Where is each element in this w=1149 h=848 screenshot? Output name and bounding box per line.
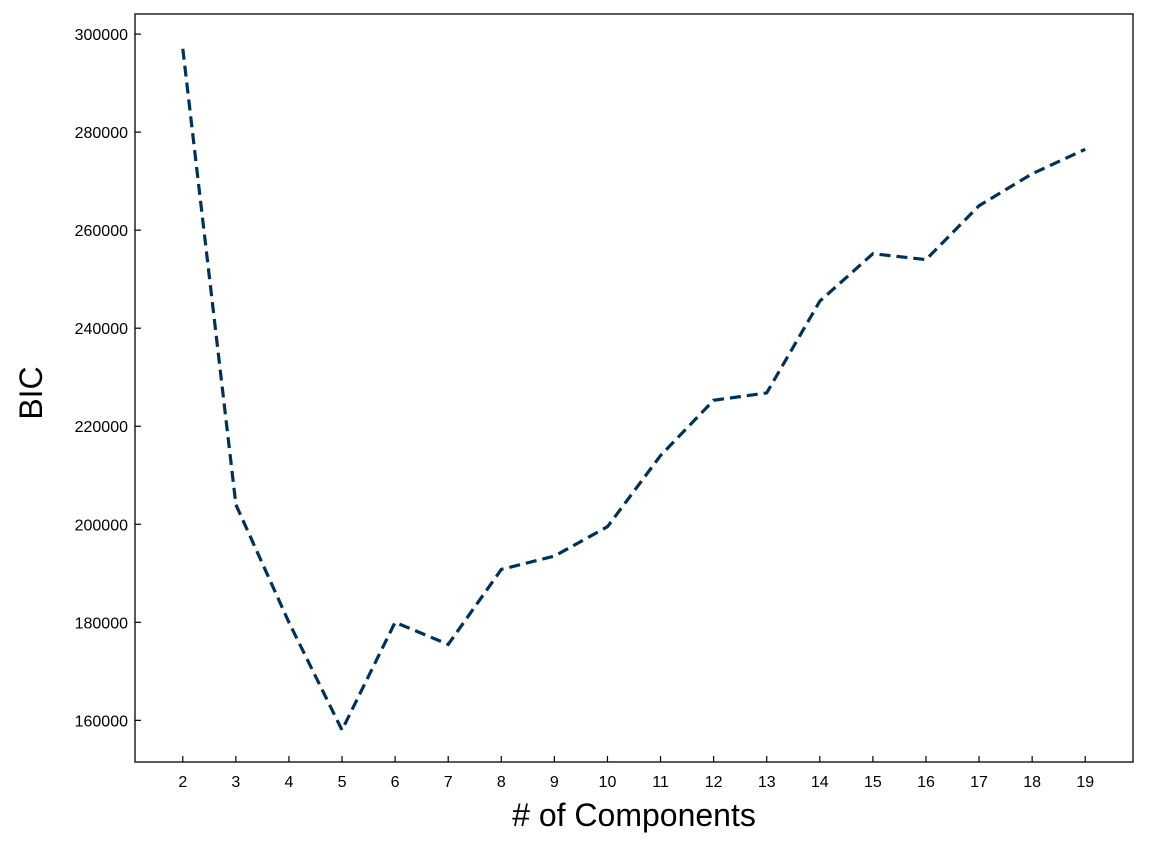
x-tick-label: 11 <box>652 774 669 791</box>
x-tick-label: 7 <box>444 774 453 791</box>
x-tick-label: 3 <box>231 774 240 791</box>
x-tick-label: 15 <box>864 774 882 791</box>
plot-frame <box>134 13 1134 763</box>
x-tick-label: 2 <box>178 774 187 791</box>
x-tick-label: 10 <box>599 774 617 791</box>
x-tick-label: 19 <box>1076 774 1094 791</box>
y-tick-label: 160000 <box>75 713 128 730</box>
x-tick-label: 13 <box>758 774 776 791</box>
x-tick-label: 17 <box>970 774 988 791</box>
x-tick-label: 16 <box>917 774 935 791</box>
y-tick-label: 200000 <box>75 517 128 534</box>
x-tick-label: 4 <box>284 774 293 791</box>
x-tick-label: 6 <box>391 774 400 791</box>
y-tick-label: 220000 <box>75 419 128 436</box>
x-axis-title: # of Components <box>512 797 756 833</box>
x-axis-ticks: 2 3 4 5 6 7 8 9 10 11 12 13 14 15 16 17 18 19 <box>178 756 1094 791</box>
y-tick-label: 300000 <box>75 27 128 44</box>
x-tick-label: 8 <box>497 774 506 791</box>
x-tick-label: 9 <box>550 774 559 791</box>
y-tick-label: 260000 <box>75 223 128 240</box>
bic-series-line <box>181 48 1086 734</box>
x-tick-label: 18 <box>1023 774 1041 791</box>
x-tick-label: 5 <box>338 774 347 791</box>
x-tick-label: 14 <box>811 774 829 791</box>
y-axis-ticks: 160000 180000 200000 220000 240000 260000 2800… <box>75 27 141 730</box>
y-tick-label: 280000 <box>75 125 128 142</box>
y-axis-title: BIC <box>13 366 49 419</box>
y-tick-label: 240000 <box>75 321 128 338</box>
x-tick-label: 12 <box>705 774 723 791</box>
y-tick-label: 180000 <box>75 615 128 632</box>
